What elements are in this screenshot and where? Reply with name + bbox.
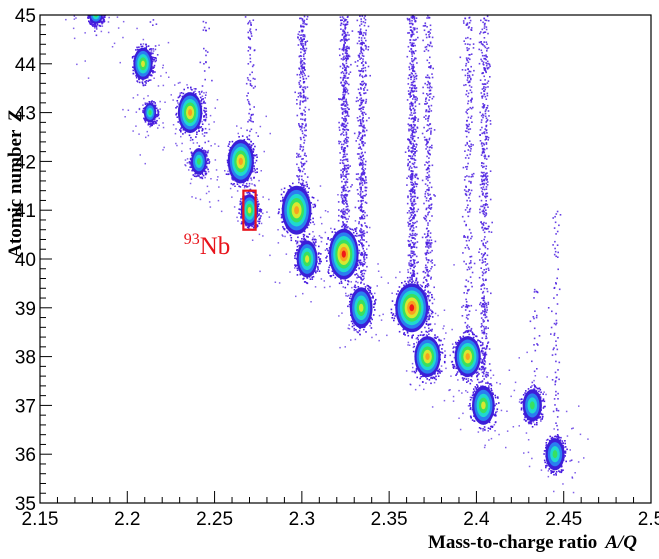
peak-7	[277, 178, 317, 244]
y-tick-label: 38	[15, 348, 36, 369]
y-axis-symbol: Z	[5, 110, 26, 123]
annotation-mass-number: 93	[184, 231, 200, 248]
streak-7	[404, 15, 421, 290]
x-tick-label: 2.2	[114, 509, 140, 530]
peak-8	[294, 235, 322, 285]
annotation-element: Nb	[200, 233, 231, 260]
annotation-label: 93Nb	[184, 231, 231, 260]
streak-8	[416, 15, 437, 339]
peak-4	[188, 145, 211, 180]
y-tick-label: 41	[15, 201, 36, 222]
peak-2	[142, 100, 160, 127]
peak-5	[225, 135, 258, 188]
streak-5	[337, 15, 354, 237]
y-axis-title: Atomic number Z	[5, 110, 26, 258]
peak-15	[520, 386, 546, 428]
peak-13	[451, 330, 486, 385]
x-axis-title-text: Mass-to-charge ratio	[428, 532, 597, 553]
streak-11	[529, 288, 541, 389]
streak-6	[353, 15, 371, 285]
x-tick-label: 2.15	[22, 509, 59, 530]
y-tick-label: 44	[15, 55, 37, 76]
peak-0	[87, 15, 107, 28]
streak-4	[294, 15, 310, 192]
streak-10	[478, 15, 493, 388]
x-tick-label: 2.4	[463, 509, 490, 530]
peak-3	[175, 86, 208, 141]
y-tick-label: 36	[15, 445, 36, 466]
x-axis-title: Mass-to-charge ratio A/Q	[428, 532, 637, 553]
scatter-layer	[65, 15, 589, 494]
peak-10	[347, 284, 377, 336]
streak-12	[547, 210, 562, 438]
streak-2	[199, 20, 213, 144]
x-axis-symbol: A/Q	[604, 532, 637, 553]
peak-14	[469, 381, 500, 431]
peak-6	[238, 189, 263, 231]
y-tick-label: 40	[15, 250, 36, 271]
peak-1	[131, 43, 157, 87]
y-tick-label: 43	[15, 104, 36, 125]
peak-11	[390, 276, 434, 339]
y-tick-label: 45	[15, 6, 36, 27]
peak-16	[543, 434, 568, 476]
axes-layer: 2.15 2.2 2.25 2.3 2.35 2.4 2.45 2.5 35 36 37 38 39 40…	[15, 6, 659, 530]
x-tick-label: 2.25	[196, 509, 233, 530]
peak-12	[412, 330, 447, 385]
y-tick-label: 42	[15, 152, 36, 173]
y-tick-label: 37	[15, 396, 36, 417]
x-tick-label: 2.5	[638, 509, 659, 530]
y-tick-label: 35	[15, 494, 36, 515]
x-tick-label: 2.35	[371, 509, 408, 530]
streak-9	[459, 16, 476, 339]
x-tick-label: 2.3	[289, 509, 315, 530]
x-tick-label: 2.45	[545, 509, 582, 530]
y-axis-title-text: Atomic number	[5, 129, 26, 258]
y-tick-label: 39	[15, 299, 36, 320]
highlight-box	[242, 189, 257, 231]
annotation: 93Nb	[184, 189, 257, 260]
peaks-layer	[87, 15, 568, 476]
peak-9	[325, 223, 364, 289]
